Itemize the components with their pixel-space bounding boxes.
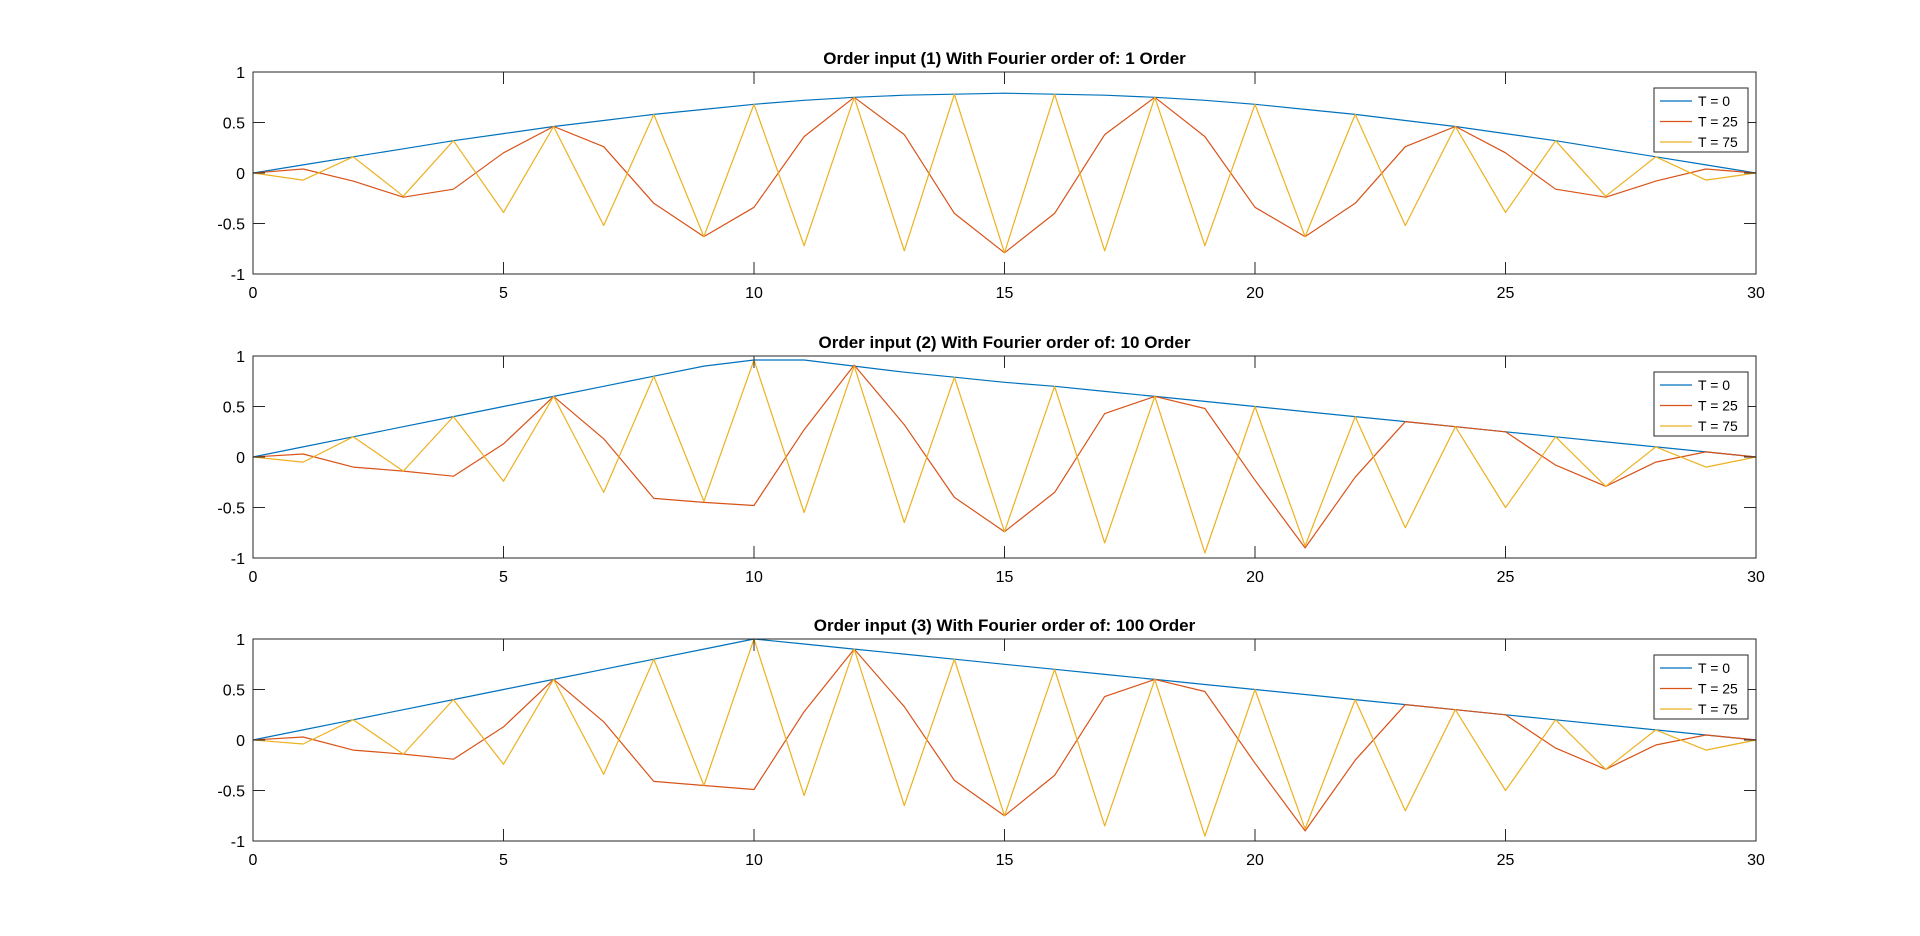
legend-label: T = 25	[1698, 114, 1738, 130]
y-tick-label: -1	[231, 267, 245, 284]
x-tick-label: 0	[249, 569, 258, 586]
y-tick-label: 0	[236, 733, 245, 750]
series-line-1	[252, 359, 1757, 458]
y-tick-label: -0.5	[217, 217, 245, 234]
x-tick-label: 15	[996, 285, 1014, 302]
legend-label: T = 25	[1698, 681, 1738, 697]
x-tick-label: 25	[1497, 285, 1515, 302]
x-tick-label: 5	[499, 852, 508, 869]
x-tick-label: 20	[1246, 569, 1264, 586]
x-tick-label: 0	[249, 852, 258, 869]
series-line-1	[252, 638, 1757, 741]
y-tick-label: 0	[236, 450, 245, 467]
x-tick-label: 30	[1747, 852, 1765, 869]
series-line-3	[252, 359, 1757, 554]
x-tick-label: 10	[745, 852, 763, 869]
series-line-2	[252, 96, 1757, 254]
y-tick-label: -1	[231, 551, 245, 568]
subplot-1: Order input (1) With Fourier order of: 1…	[217, 49, 1765, 302]
legend: T = 0 T = 25 T = 75	[1653, 371, 1749, 437]
series-line-2	[252, 648, 1757, 832]
x-tick-label: 5	[499, 569, 508, 586]
y-tick-label: 0.5	[223, 400, 245, 417]
x-tick-label: 30	[1747, 569, 1765, 586]
x-tick-label: 15	[996, 569, 1014, 586]
y-tick-label: 0.5	[223, 116, 245, 133]
x-tick-label: 10	[745, 285, 763, 302]
series-line-1	[252, 92, 1757, 174]
series-line-3	[252, 93, 1757, 254]
x-tick-label: 10	[745, 569, 763, 586]
axes-box	[252, 355, 1757, 559]
legend-label: T = 0	[1698, 93, 1730, 109]
y-tick-label: 1	[236, 349, 245, 366]
y-tick-label: 0.5	[223, 683, 245, 700]
legend-label: T = 0	[1698, 377, 1730, 393]
y-tick-label: -1	[231, 834, 245, 851]
chart-title: Order input (3) With Fourier order of: 1…	[814, 616, 1196, 635]
x-tick-label: 0	[249, 285, 258, 302]
y-tick-label: 1	[236, 65, 245, 82]
x-tick-label: 30	[1747, 285, 1765, 302]
legend-box	[1653, 371, 1749, 437]
x-tick-label: 25	[1497, 852, 1515, 869]
chart-title: Order input (1) With Fourier order of: 1…	[823, 49, 1186, 68]
legend-box	[1653, 87, 1749, 153]
y-tick-label: 0	[236, 166, 245, 183]
x-tick-label: 25	[1497, 569, 1515, 586]
series-line-2	[252, 364, 1757, 549]
y-tick-label: -0.5	[217, 501, 245, 518]
y-tick-label: 1	[236, 632, 245, 649]
subplot-2: Order input (2) With Fourier order of: 1…	[217, 333, 1765, 586]
x-tick-label: 5	[499, 285, 508, 302]
axes-box	[252, 638, 1757, 842]
chart-title: Order input (2) With Fourier order of: 1…	[819, 333, 1191, 352]
legend: T = 0 T = 25 T = 75	[1653, 87, 1749, 153]
legend-label: T = 75	[1698, 134, 1738, 150]
x-tick-label: 15	[996, 852, 1014, 869]
legend-label: T = 75	[1698, 701, 1738, 717]
legend-label: T = 75	[1698, 418, 1738, 434]
legend-label: T = 25	[1698, 398, 1738, 414]
x-tick-label: 20	[1246, 285, 1264, 302]
series-line-3	[252, 638, 1757, 837]
axes-box	[252, 71, 1757, 275]
legend-label: T = 0	[1698, 660, 1730, 676]
y-tick-label: -0.5	[217, 784, 245, 801]
subplot-3: Order input (3) With Fourier order of: 1…	[217, 616, 1765, 869]
legend-box	[1653, 654, 1749, 720]
x-tick-label: 20	[1246, 852, 1264, 869]
legend: T = 0 T = 25 T = 75	[1653, 654, 1749, 720]
